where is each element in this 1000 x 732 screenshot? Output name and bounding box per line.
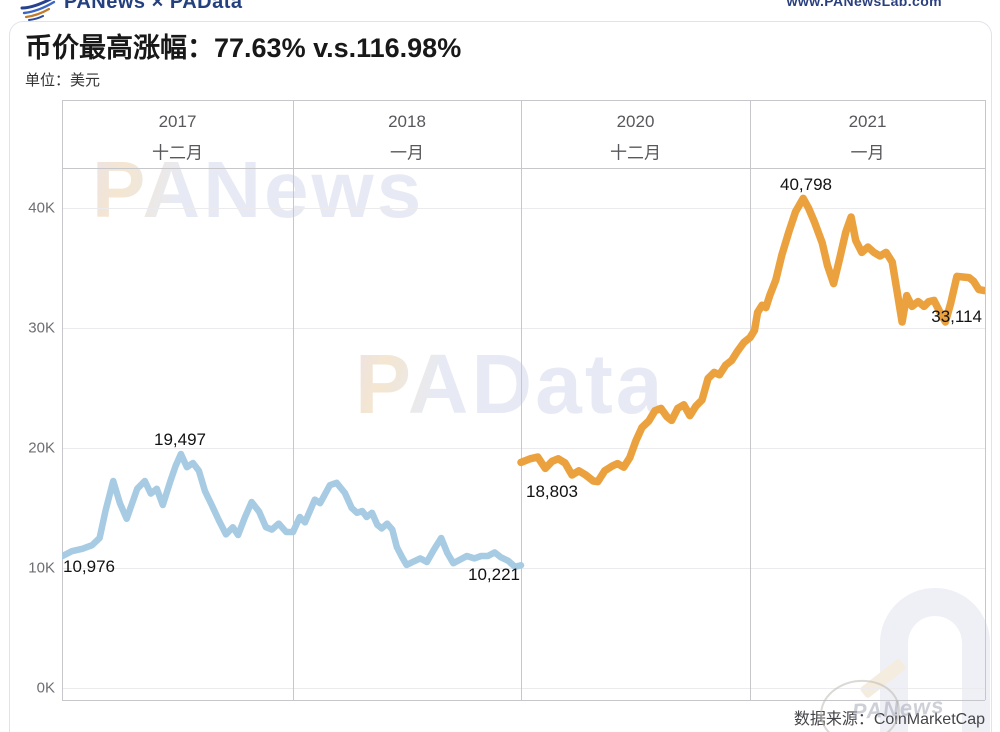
unit-subtitle: 单位：美元 (25, 72, 101, 89)
plot-bottom-border (62, 700, 985, 701)
plot-top-border (62, 100, 985, 101)
y-axis-tick-label: 0K (36, 679, 55, 697)
panel-month-label: 十二月 (610, 143, 661, 163)
panel-year-label: 2017 (158, 112, 197, 131)
panews-swoosh-icon (20, 0, 56, 21)
data-point-label: 10,976 (63, 557, 115, 576)
top-banner: PANews × PAData www.PANewsLab.com (0, 0, 1000, 21)
y-axis-tick-label: 30K (28, 319, 55, 337)
data-point-label: 33,114 (931, 307, 982, 326)
gridline (62, 208, 985, 209)
panel-year-label: 2018 (388, 112, 426, 131)
gridline (62, 328, 985, 329)
watermark-panews: PANews (92, 145, 425, 234)
content-card (9, 21, 992, 732)
series-line-0 (62, 450, 525, 571)
y-axis-tick-label: 20K (28, 439, 55, 457)
panel-divider (750, 100, 751, 700)
y-axis-tick-label: 10K (28, 559, 55, 577)
y-axis-tick-label: 40K (28, 199, 55, 217)
series-line-1 (517, 194, 985, 486)
chart-series-canvas (62, 194, 985, 571)
data-point-label: 40,798 (780, 175, 832, 194)
plot-right-border (985, 100, 986, 700)
panel-divider (521, 100, 522, 700)
header-bottom-border (62, 168, 985, 169)
gridline (62, 448, 985, 449)
data-source-note: 数据来源：CoinMarketCap (793, 711, 985, 728)
panel-month-label: 一月 (390, 143, 424, 163)
panel-year-label: 2020 (616, 112, 655, 131)
brand-text: PANews × PAData (64, 0, 243, 13)
panel-month-label: 十二月 (152, 143, 203, 163)
data-point-label: 19,497 (154, 430, 206, 449)
panel-month-label: 一月 (850, 143, 885, 163)
y-axis-line (62, 100, 63, 700)
gridline (62, 688, 985, 689)
watermark-padata: PAData (355, 337, 666, 431)
gridline (62, 568, 985, 569)
data-point-label: 10,221 (468, 565, 520, 584)
page-title: 币价最高涨幅：77.63% v.s.116.98% (25, 33, 462, 63)
panel-divider (293, 100, 294, 700)
panel-year-label: 2021 (848, 112, 887, 131)
site-url: www.PANewsLab.com (786, 0, 942, 9)
data-point-label: 18,803 (526, 482, 578, 501)
